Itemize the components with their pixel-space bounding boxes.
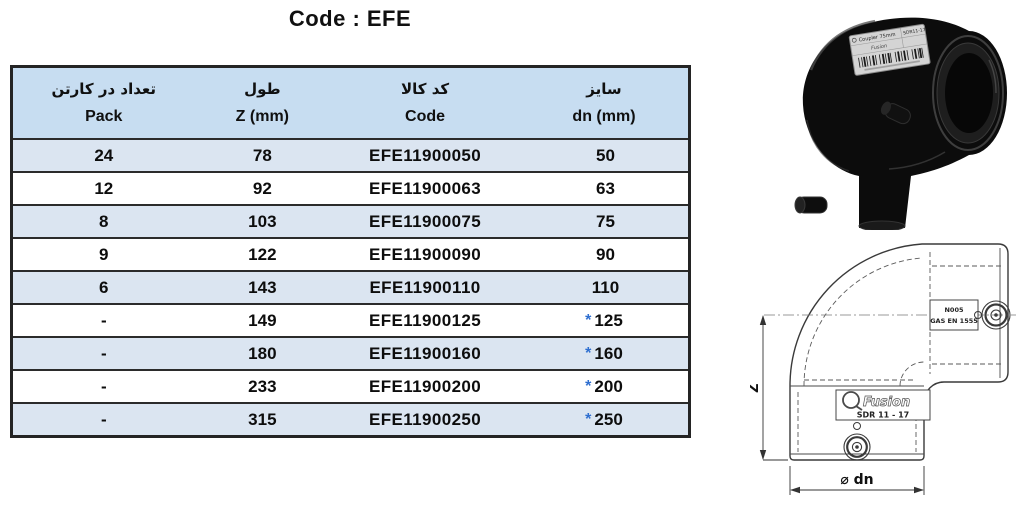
star-mark: * xyxy=(585,410,592,428)
code-cell: EFE11900160 xyxy=(330,336,520,370)
spec-label: N005 GAS EN 1555 xyxy=(929,299,979,331)
star-mark: * xyxy=(585,377,592,395)
header-z-en: Z (mm) xyxy=(235,107,289,125)
dn-value: 200 xyxy=(594,376,623,396)
pack-cell: - xyxy=(11,369,195,403)
dn-value: 63 xyxy=(596,178,615,198)
pack-cell: 24 xyxy=(11,138,195,172)
sdr-label: SDR 11 - 17 xyxy=(857,411,910,420)
star-mark: * xyxy=(585,311,592,329)
brand-name: Fusion xyxy=(863,395,910,410)
page-title: Code : EFE xyxy=(288,6,412,31)
drawing-terminal-icon xyxy=(974,300,1011,330)
pack-cell: - xyxy=(11,402,195,437)
header-code: کد کالا Code xyxy=(330,66,520,139)
header-dn-en: dn (mm) xyxy=(572,107,636,125)
code-cell: EFE11900200 xyxy=(330,369,520,403)
table-row: 9 122 EFE11900090 90 xyxy=(11,237,690,271)
dn-value: 160 xyxy=(594,343,623,363)
terminal-pin-icon xyxy=(880,101,911,125)
label-product-name: Coupler 75mm xyxy=(858,32,896,44)
code-cell: EFE11900050 xyxy=(330,138,520,172)
spec-line2: GAS EN 1555 xyxy=(930,317,978,325)
dn-cell: 63 xyxy=(519,171,690,205)
code-cell: EFE11900125 xyxy=(330,303,520,337)
star-mark: * xyxy=(585,344,592,362)
terminal-pin-icon xyxy=(794,196,828,214)
z-dimension xyxy=(759,315,788,461)
header-dn: سایز dn (mm) xyxy=(519,66,690,139)
dn-cell: * 125 xyxy=(519,303,690,337)
dn-dim-label: ⌀ dn xyxy=(840,472,873,488)
code-cell: EFE11900110 xyxy=(330,270,520,304)
brand-label: Fusion SDR 11 - 17 xyxy=(835,389,931,421)
dn-value: 75 xyxy=(596,211,615,231)
dn-value: 250 xyxy=(594,409,623,429)
z-cell: 149 xyxy=(194,303,331,337)
dn-cell: * 200 xyxy=(519,369,690,403)
z-cell: 180 xyxy=(194,336,331,370)
dn-cell: 110 xyxy=(519,270,690,304)
dn-cell: 75 xyxy=(519,204,690,238)
z-cell: 103 xyxy=(194,204,331,238)
dn-cell: 50 xyxy=(519,138,690,172)
z-cell: 78 xyxy=(194,138,331,172)
label-brand: Fusion xyxy=(871,43,888,51)
technical-drawing: N005 GAS EN 1555 Fusion SDR 11 - 17 Z xyxy=(747,228,1023,504)
spec-table-body: 24 78 EFE11900050 50 12 92 EFE11900063 6… xyxy=(11,138,690,437)
brand-logo-icon xyxy=(842,391,860,409)
code-cell: EFE11900250 xyxy=(330,402,520,437)
pack-cell: 8 xyxy=(11,204,195,238)
code-cell: EFE11900090 xyxy=(330,237,520,271)
header-z-fa: طول xyxy=(244,80,281,99)
pack-cell: 9 xyxy=(11,237,195,271)
table-row: 24 78 EFE11900050 50 xyxy=(11,138,690,172)
spec-line1: N005 xyxy=(944,306,963,314)
dn-value: 110 xyxy=(591,277,620,297)
z-cell: 92 xyxy=(194,171,331,205)
header-pack-fa: تعداد در کارتن xyxy=(51,80,157,99)
barcode-icon xyxy=(858,47,924,68)
code-cell: EFE11900075 xyxy=(330,204,520,238)
table-row: 6 143 EFE11900110 110 xyxy=(11,270,690,304)
product-label: Coupler 75mm SDR11-17 Fusion xyxy=(848,23,931,76)
pack-cell: 6 xyxy=(11,270,195,304)
drawing-outline xyxy=(789,243,1009,461)
table-row: - 180 EFE11900160 * 160 xyxy=(11,336,690,370)
z-cell: 233 xyxy=(194,369,331,403)
spec-table-header: تعداد در کارتن Pack طول Z (mm) کد کالا C… xyxy=(11,66,690,139)
header-dn-fa: سایز xyxy=(586,80,622,99)
dn-cell: 90 xyxy=(519,237,690,271)
z-dim-label: Z xyxy=(750,384,762,393)
pack-cell: 12 xyxy=(11,171,195,205)
z-cell: 315 xyxy=(194,402,331,437)
table-row: - 233 EFE11900200 * 200 xyxy=(11,369,690,403)
table-row: - 315 EFE11900250 * 250 xyxy=(11,402,690,437)
header-z: طول Z (mm) xyxy=(194,66,331,139)
label-sdr: SDR11-17 xyxy=(903,27,926,36)
spec-table: تعداد در کارتن Pack طول Z (mm) کد کالا C… xyxy=(10,65,691,438)
header-pack-en: Pack xyxy=(85,107,123,125)
code-cell: EFE11900063 xyxy=(330,171,520,205)
z-cell: 143 xyxy=(194,270,331,304)
dn-value: 125 xyxy=(594,310,623,330)
header-code-en: Code xyxy=(405,107,446,125)
pack-cell: - xyxy=(11,303,195,337)
table-row: - 149 EFE11900125 * 125 xyxy=(11,303,690,337)
table-row: 12 92 EFE11900063 63 xyxy=(11,171,690,205)
product-photo: Coupler 75mm SDR11-17 Fusion xyxy=(793,0,1023,232)
header-pack: تعداد در کارتن Pack xyxy=(11,66,195,139)
dn-value: 50 xyxy=(596,145,615,165)
header-code-fa: کد کالا xyxy=(400,80,450,99)
dn-dimension xyxy=(789,466,925,495)
dn-cell: * 250 xyxy=(519,402,690,437)
dn-cell: * 160 xyxy=(519,336,690,370)
pack-cell: - xyxy=(11,336,195,370)
drawing-terminal-icon xyxy=(843,422,871,461)
socket-opening xyxy=(932,35,1004,151)
z-cell: 122 xyxy=(194,237,331,271)
table-row: 8 103 EFE11900075 75 xyxy=(11,204,690,238)
dn-value: 90 xyxy=(596,244,615,264)
